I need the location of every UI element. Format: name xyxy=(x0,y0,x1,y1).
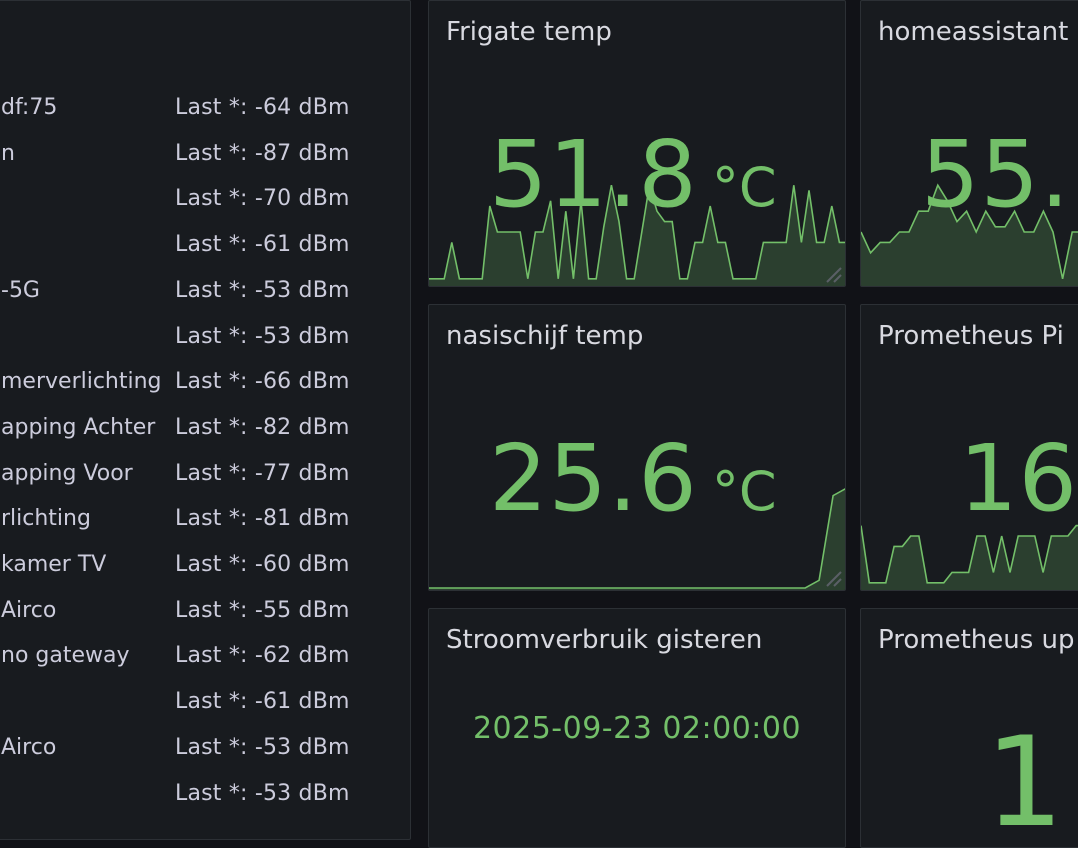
nasischijf-temp-panel[interactable]: nasischijf temp 25.6 °C xyxy=(428,304,846,591)
nasischijf-temp-value: 25.6 °C xyxy=(489,433,777,525)
device-row: apping Voor Last *: -77 dBm xyxy=(1,461,401,491)
frigate-temp-sparkline xyxy=(429,184,845,286)
sparkline-area xyxy=(861,525,1078,590)
prometheus-up-value: 1 xyxy=(985,721,1065,845)
device-name: kamer TV xyxy=(1,552,107,577)
frigate-temp-panel[interactable]: Frigate temp 51.8 °C xyxy=(428,0,846,287)
device-name: Airco xyxy=(1,597,57,623)
stat-number: 55. xyxy=(921,121,1071,228)
device-row: kamer TV Last *: -60 dBm xyxy=(1,552,401,582)
signal-value: Last *: -77 dBm xyxy=(175,460,350,486)
device-name: apping Achter xyxy=(1,414,156,440)
device-row: merverlichting Last *: -66 dBm xyxy=(1,369,401,399)
panel-title: Prometheus Pi xyxy=(878,321,1064,351)
device-row: Airco Last *: -53 dBm xyxy=(1,735,401,765)
homeassistant-value: 55. xyxy=(921,129,1070,221)
frigate-temp-value: 51.8 °C xyxy=(489,129,777,221)
stat-number: 1 xyxy=(985,711,1065,848)
device-name: rlichting xyxy=(1,506,91,532)
device-name: df:75 xyxy=(1,95,58,120)
resize-handle-icon[interactable] xyxy=(821,262,843,284)
sparkline-line xyxy=(861,524,1078,584)
device-name: n xyxy=(1,140,15,166)
device-row: Last *: -53 dBm xyxy=(1,324,401,354)
device-row: Last *: -61 dBm xyxy=(1,232,401,262)
resize-handle-icon[interactable] xyxy=(821,566,843,588)
signal-value: Last *: -64 dBm xyxy=(175,95,350,120)
device-row: Last *: -61 dBm xyxy=(1,689,401,719)
device-row: -5G Last *: -53 dBm xyxy=(1,278,401,308)
signal-value: Last *: -61 dBm xyxy=(175,232,350,258)
signal-value: Last *: -87 dBm xyxy=(175,140,350,166)
panel-title: Stroomverbruik gisteren xyxy=(446,625,763,655)
homeassistant-panel[interactable]: homeassistant 55. xyxy=(860,0,1078,287)
stat-number: 16 xyxy=(959,425,1078,532)
sparkline-line xyxy=(861,183,1078,279)
prometheus-ping-sparkline xyxy=(861,524,1078,590)
device-row: rlichting Last *: -81 dBm xyxy=(1,506,401,536)
signal-value: Last *: -55 dBm xyxy=(175,597,350,623)
stat-unit: °C xyxy=(711,460,777,523)
nasischijf-temp-sparkline xyxy=(429,488,845,590)
signal-value: Last *: -53 dBm xyxy=(175,734,350,760)
signal-value: Last *: -81 dBm xyxy=(175,506,350,532)
prometheus-ping-panel[interactable]: Prometheus Pi 16 xyxy=(860,304,1078,591)
device-row: df:75 Last *: -64 dBm xyxy=(1,95,401,125)
stat-unit: °C xyxy=(711,156,777,219)
signal-value: Last *: -53 dBm xyxy=(175,323,350,349)
device-row: Last *: -53 dBm xyxy=(1,781,401,811)
panel-title: Frigate temp xyxy=(446,17,612,47)
device-name: merverlichting xyxy=(1,369,162,395)
stat-number: 25.6 xyxy=(489,425,698,532)
signal-value: Last *: -60 dBm xyxy=(175,552,350,577)
signal-value: Last *: -70 dBm xyxy=(175,186,350,212)
sparkline-area xyxy=(861,185,1078,286)
panel-title: Prometheus up xyxy=(878,625,1075,655)
sparkline-line xyxy=(429,488,845,589)
device-name: -5G xyxy=(1,277,40,303)
device-row: no gateway Last *: -62 dBm xyxy=(1,643,401,673)
sparkline-line xyxy=(429,184,845,280)
device-row: Airco Last *: -55 dBm xyxy=(1,598,401,628)
panel-title: nasischijf temp xyxy=(446,321,644,351)
stroomverbruik-panel[interactable]: Stroomverbruik gisteren 2025-09-23 02:00… xyxy=(428,608,846,848)
device-row: n Last *: -87 dBm xyxy=(1,141,401,171)
signal-value: Last *: -62 dBm xyxy=(175,643,350,669)
prometheus-ping-value: 16 xyxy=(959,433,1078,525)
signal-value: Last *: -53 dBm xyxy=(175,780,350,806)
signal-value: Last *: -82 dBm xyxy=(175,414,350,440)
device-signal-panel: df:75 Last *: -64 dBm n Last *: -87 dBm Last… xyxy=(0,0,411,840)
sparkline-area xyxy=(429,185,845,286)
signal-value: Last *: -53 dBm xyxy=(175,277,350,303)
signal-value: Last *: -66 dBm xyxy=(175,369,350,395)
device-row: Last *: -70 dBm xyxy=(1,186,401,216)
stat-number: 51.8 xyxy=(489,121,698,228)
stroomverbruik-value: 2025-09-23 02:00:00 xyxy=(472,711,802,746)
prometheus-up-panel[interactable]: Prometheus up 1 xyxy=(860,608,1078,848)
device-name: apping Voor xyxy=(1,460,133,486)
panel-title: homeassistant xyxy=(878,17,1069,47)
homeassistant-sparkline xyxy=(861,183,1078,286)
device-name: no gateway xyxy=(1,643,130,669)
signal-value: Last *: -61 dBm xyxy=(175,689,350,715)
device-name: Airco xyxy=(1,734,57,760)
device-row: apping Achter Last *: -82 dBm xyxy=(1,415,401,445)
